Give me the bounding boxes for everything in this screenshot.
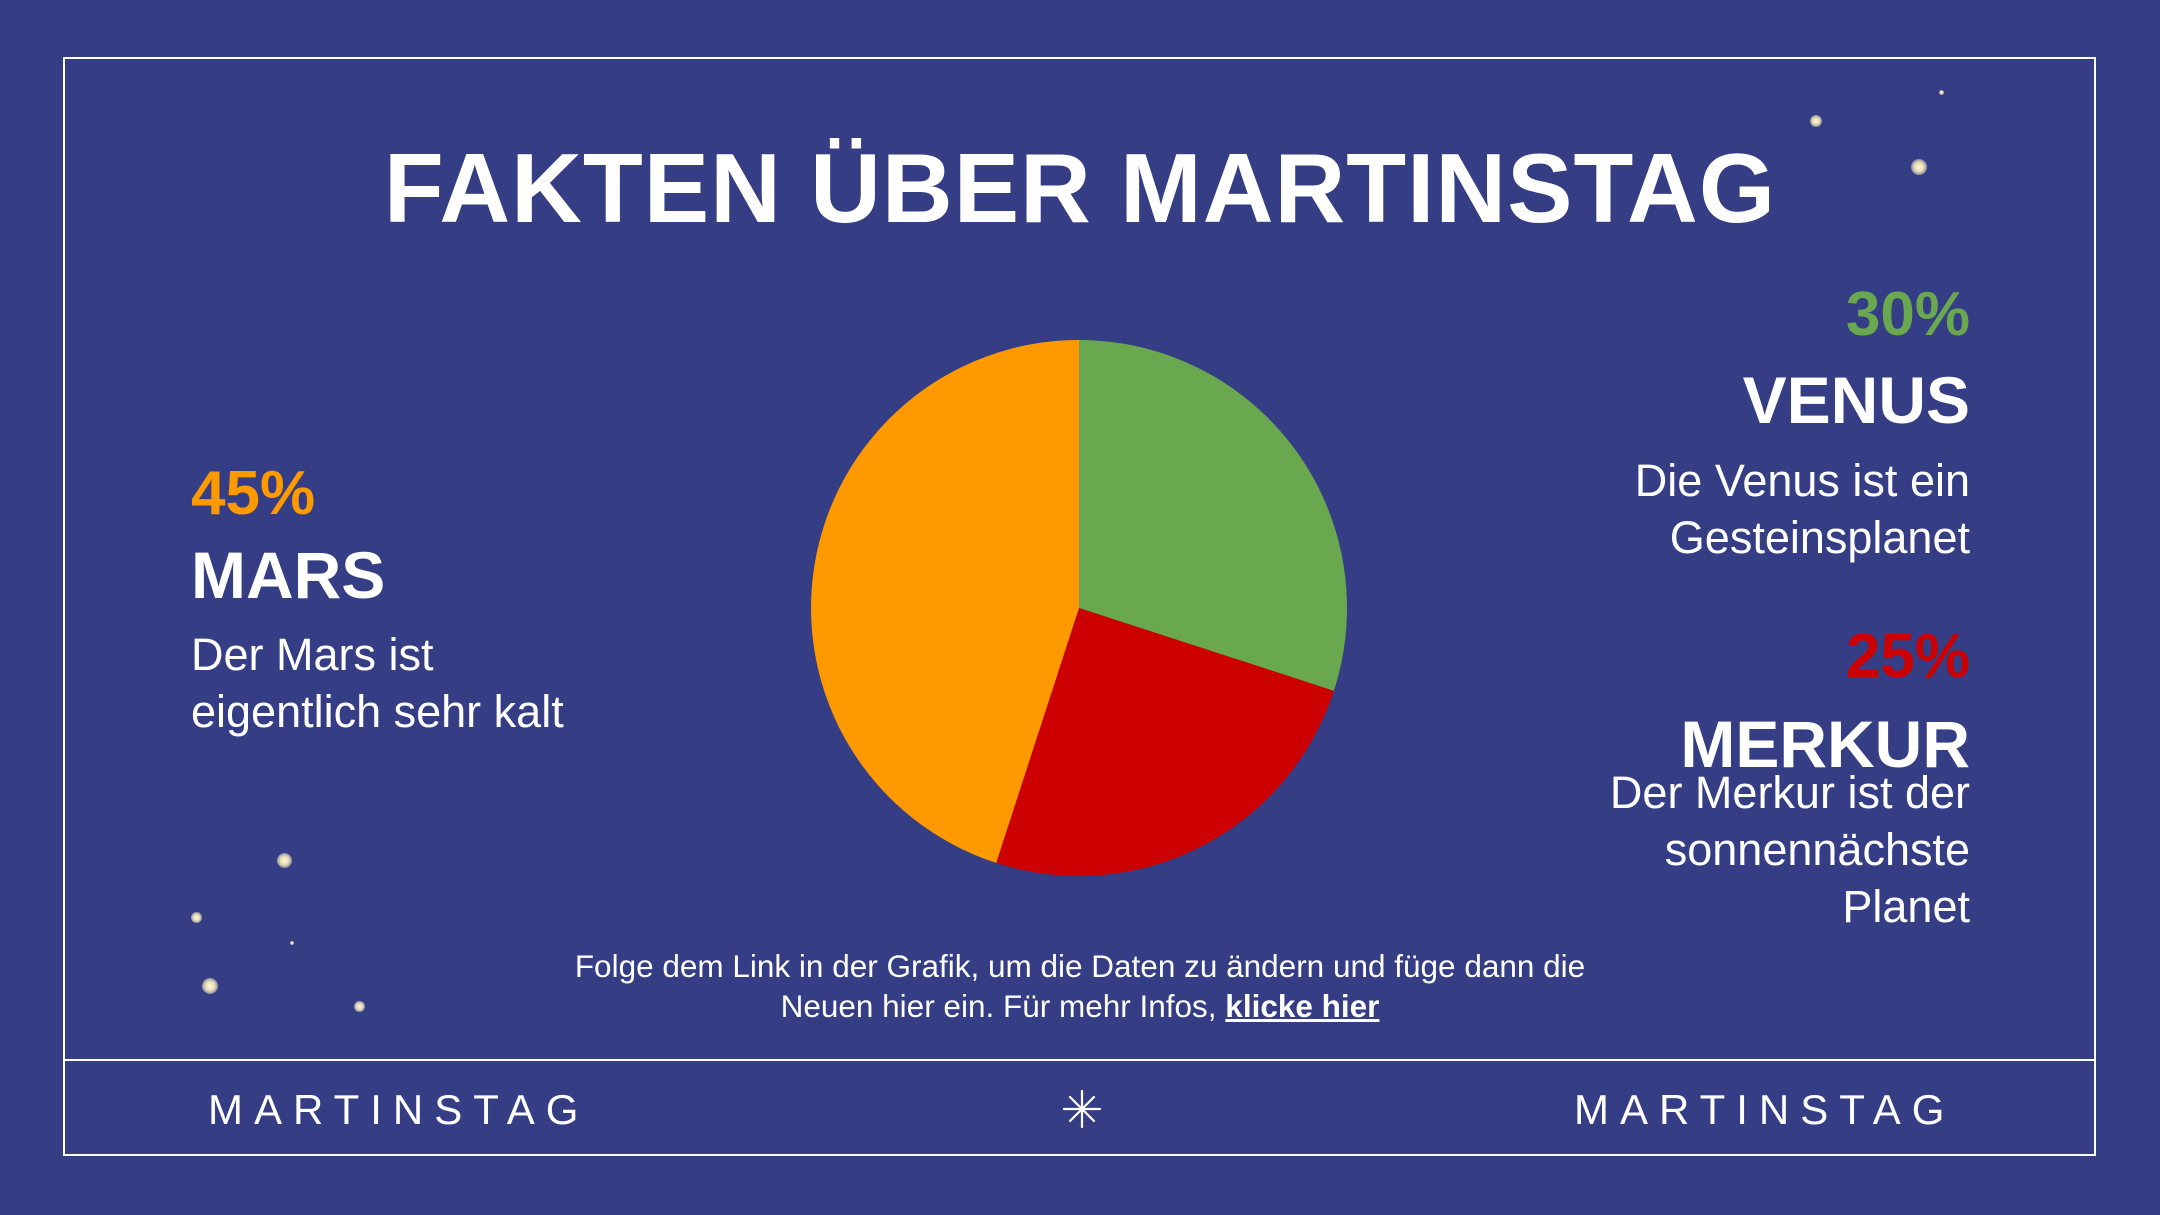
venus-name: VENUS — [1742, 363, 1970, 437]
mars-description-line: Der Mars ist — [191, 629, 434, 680]
merkur-description-line: Planet — [1842, 881, 1970, 932]
star-decoration — [1810, 115, 1822, 127]
merkur-description-line: sonnennächste — [1664, 824, 1970, 875]
footer-divider — [63, 1059, 2096, 1061]
more-info-link[interactable]: klicke hier — [1225, 988, 1380, 1024]
star-decoration — [354, 1001, 365, 1012]
star-decoration — [277, 853, 292, 868]
pie-slice-mars[interactable] — [811, 340, 1079, 863]
mars-name: MARS — [191, 538, 386, 612]
pie-chart[interactable] — [804, 333, 1354, 883]
sparkle-icon — [1060, 1083, 1104, 1135]
star-decoration — [290, 941, 294, 945]
pie-chart-svg — [811, 340, 1347, 876]
footer-left-label: MARTINSTAG — [208, 1086, 590, 1133]
merkur-description-line: Der Merkur ist der — [1609, 767, 1970, 818]
venus-description-line: Gesteinsplanet — [1669, 512, 1970, 563]
mars-description-line: eigentlich sehr kalt — [191, 686, 564, 737]
venus-percent: 30% — [1845, 280, 1970, 349]
info-note-text: Folge dem Link in der Grafik, um die Dat… — [574, 948, 1586, 1024]
merkur-percent: 25% — [1845, 622, 1970, 691]
star-decoration — [202, 978, 218, 994]
merkur-name: MERKUR — [1680, 707, 1970, 781]
merkur-description: Der Merkur ist der sonnennächste Planet — [1610, 764, 1970, 935]
info-note: Folge dem Link in der Grafik, um die Dat… — [540, 946, 1620, 1026]
mars-description: Der Mars ist eigentlich sehr kalt — [191, 626, 564, 740]
slide-frame — [63, 57, 2096, 1156]
venus-description: Die Venus ist ein Gesteinsplanet — [1635, 452, 1970, 566]
star-decoration — [1911, 159, 1927, 175]
footer-right-label: MARTINSTAG — [1574, 1086, 1956, 1133]
slide-title: FAKTEN ÜBER MARTINSTAG — [383, 133, 1777, 243]
star-decoration — [1939, 90, 1944, 95]
pie-slice-venus[interactable] — [1079, 340, 1347, 691]
pie-slice-merkur[interactable] — [996, 608, 1334, 876]
star-decoration — [191, 912, 202, 923]
mars-percent: 45% — [191, 459, 316, 528]
venus-description-line: Die Venus ist ein — [1634, 455, 1970, 506]
